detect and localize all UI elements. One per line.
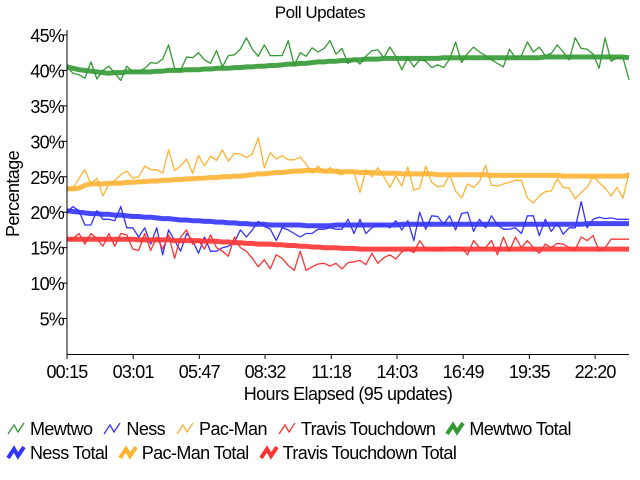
x-tick-label: 14:03 (377, 362, 419, 382)
legend-item: Pac-Man (175, 418, 267, 440)
legend-item: Mewtwo Total (445, 418, 571, 440)
legend-label: Mewtwo (30, 418, 93, 439)
x-axis-label: Hours Elapsed (95 updates) (244, 384, 453, 404)
y-tick-label: 30% (30, 132, 64, 152)
chart-title: Poll Updates (275, 3, 365, 22)
series-line-pac-man-total (67, 167, 630, 192)
legend-item: Mewtwo (6, 418, 93, 440)
legend-label: Ness (126, 418, 166, 439)
y-tick-label: 20% (30, 203, 64, 223)
y-tick-label: 35% (30, 97, 64, 117)
y-ticks: 5% 10% 15% 20% 25% 30% 35% 40% 45% (30, 26, 67, 330)
series-line-mewtwo-total (66, 54, 630, 76)
y-tick-label: 45% (30, 26, 64, 46)
x-tick-label: 22:20 (575, 362, 617, 382)
series-line-ness-total (66, 208, 629, 229)
y-axis-label: Percentage (3, 150, 23, 237)
legend-label: Travis Touchdown (300, 418, 436, 439)
x-tick-label: 11:18 (311, 362, 351, 382)
legend-swatch-icon (445, 421, 466, 436)
legend-item: Pac-Man Total (118, 442, 249, 464)
series-line-travis-touchdown-total (67, 236, 629, 252)
legend-label: Ness Total (30, 442, 108, 463)
legend-swatch-icon (7, 422, 25, 435)
x-tick-label: 08:32 (245, 362, 287, 382)
legend-swatch-icon (258, 445, 279, 460)
legend-item: Travis Touchdown Total (258, 442, 457, 464)
y-tick-label: 40% (30, 61, 64, 81)
series-layer (66, 37, 630, 272)
series-line-mewtwo (66, 37, 630, 82)
legend-label: Pac-Man Total (141, 442, 250, 463)
x-tick-label: 00:15 (46, 362, 88, 382)
legend-item: Ness Total (6, 442, 108, 464)
legend-swatch-icon (176, 422, 194, 435)
x-tick-label: 16:49 (443, 362, 485, 382)
x-tick-label: 05:47 (179, 362, 221, 382)
legend-swatch-icon (278, 422, 296, 435)
legend-swatch-icon (103, 422, 121, 435)
x-tick-label: 19:35 (509, 362, 551, 382)
x-tick-label: 03:01 (113, 362, 155, 382)
legend-label: Pac-Man (199, 418, 267, 439)
y-tick-label: 15% (30, 239, 64, 259)
legend-label: Mewtwo Total (469, 418, 571, 439)
legend: Mewtwo Ness Pac-Man Travis Touchdown Mewtwo … (6, 418, 636, 464)
legend-swatch-icon (6, 445, 26, 460)
legend-item: Travis Touchdown (277, 418, 436, 440)
y-tick-label: 25% (30, 168, 64, 188)
legend-item: Ness (102, 418, 166, 440)
legend-label: Travis Touchdown Total (282, 442, 457, 463)
line-chart: Poll Updates Percentage Hours Elapsed (9… (3, 3, 630, 404)
legend-swatch-icon (118, 445, 138, 460)
y-tick-label: 5% (40, 310, 65, 330)
x-ticks: 00:15 03:01 05:47 08:32 11:18 14:03 16:49 19:35… (46, 354, 617, 382)
y-tick-label: 10% (30, 274, 64, 294)
